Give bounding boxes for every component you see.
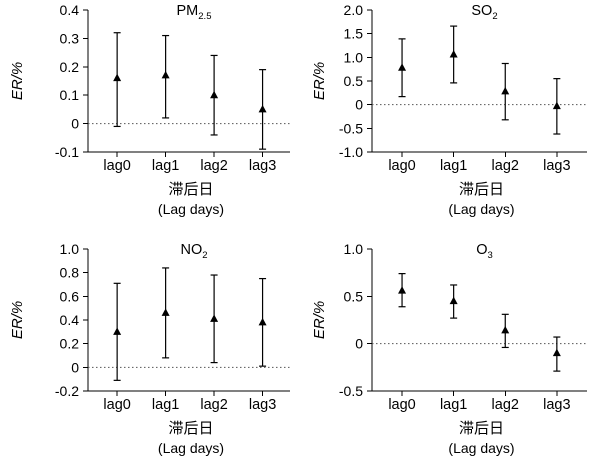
panel-1-y-label: ER/% [9,62,26,100]
panel-3-point-2 [210,314,219,322]
panel-1-point-3 [258,104,267,113]
panel-2-point-3 [552,101,561,110]
panel-2-y-label: ER/% [311,62,328,100]
panel-3-xtick-label-3: lag3 [249,397,276,413]
panel-3-title: NO2 [180,242,207,261]
panel-2-xtick-label-2: lag2 [492,158,519,174]
panel-2-xtick-label-3: lag3 [543,158,570,174]
panel-2-ytick-label-2: 0 [355,97,363,113]
panel-2-point-0 [398,63,407,71]
panel-3-point-0 [113,327,122,335]
panel-3-point-3 [258,317,267,326]
panel-1-title: PM2.5 [177,3,212,22]
panel-3-x-label: 滞后日 [168,420,213,437]
panel-4-title: O3 [476,242,493,261]
panel-1-xtick-label-0: lag0 [103,158,130,174]
panel-2-xtick-label-1: lag1 [440,158,467,174]
panel-2-point-2 [501,86,510,95]
panel-3-ytick-label-0: -0.2 [55,383,79,399]
panel-1-xtick-label-3: lag3 [249,158,276,174]
panel-1-ytick-label-3: 0.2 [60,59,80,75]
panel-4-y-label: ER/% [311,301,328,339]
panel-1-title-subscript: 2.5 [198,11,211,22]
panel-3-y-label: ER/% [9,301,26,339]
panel-4-ytick-label-1: 0 [355,336,363,352]
panel-3-ytick-label-1: 0 [71,359,79,375]
panel-2-title: SO2 [471,3,497,22]
panel-3-xtick-label-0: lag0 [103,397,130,413]
panel-3-ytick-label-5: 0.8 [60,265,80,281]
panel-1-ytick-label-0: -0.1 [55,144,79,160]
panel-4-point-2 [501,325,510,334]
panel-1-point-2 [210,90,219,99]
panel-3-point-1 [161,308,170,316]
panel-2-ytick-label-6: 2.0 [344,2,364,18]
panel-2-x-label-sub: (Lag days) [448,201,514,217]
panel-1-ytick-label-1: 0 [71,116,79,132]
panel-4-point-1 [449,296,458,305]
panel-4-title-subscript: 3 [487,250,492,261]
panel-1-point-1 [161,70,170,79]
panel-4-x-label-sub: (Lag days) [448,440,514,456]
panel-4-point-0 [398,286,407,294]
panel-1-ytick-label-2: 0.1 [60,87,80,103]
panel-2-ytick-label-1: -0.5 [339,120,363,136]
panel-4-point-3 [552,348,561,357]
panel-2-xtick-label-0: lag0 [388,158,415,174]
panel-1-x-label-sub: (Lag days) [158,201,224,217]
panel-3-ytick-label-4: 0.6 [60,288,80,304]
panel-2-x-label: 滞后日 [459,181,504,198]
panel-2-point-1 [449,49,458,58]
panel-4-ytick-label-0: -0.5 [339,383,363,399]
panel-1-point-0 [113,73,122,82]
panel-2-ytick-label-5: 1.5 [344,26,364,42]
panel-1-ytick-label-4: 0.3 [60,30,80,46]
panel-3-ytick-label-2: 0.2 [60,336,80,352]
panel-3-x-label-sub: (Lag days) [158,440,224,456]
panel-3-xtick-label-1: lag1 [152,397,179,413]
panel-3-xtick-label-2: lag2 [200,397,227,413]
panel-4-xtick-label-3: lag3 [543,397,570,413]
panel-4-ytick-label-3: 1.0 [344,241,364,257]
panel-3-ytick-label-6: 1.0 [60,241,80,257]
panel-3-title-subscript: 2 [202,250,207,261]
panel-1-ytick-label-5: 0.4 [60,2,80,18]
panel-3-ytick-label-3: 0.4 [60,312,80,328]
panel-4-ytick-label-2: 0.5 [344,288,364,304]
panel-2-title-subscript: 2 [492,11,497,22]
panel-4-xtick-label-1: lag1 [440,397,467,413]
panel-4-xtick-label-2: lag2 [492,397,519,413]
panel-2-ytick-label-4: 1.0 [344,49,364,65]
panel-1-xtick-label-2: lag2 [200,158,227,174]
panel-4-x-label: 滞后日 [459,420,504,437]
panel-1-x-label: 滞后日 [168,181,213,198]
panel-2-ytick-label-0: -1.0 [339,144,363,160]
panel-2-ytick-label-3: 0.5 [344,73,364,89]
panel-4-xtick-label-0: lag0 [388,397,415,413]
panel-1-xtick-label-1: lag1 [152,158,179,174]
